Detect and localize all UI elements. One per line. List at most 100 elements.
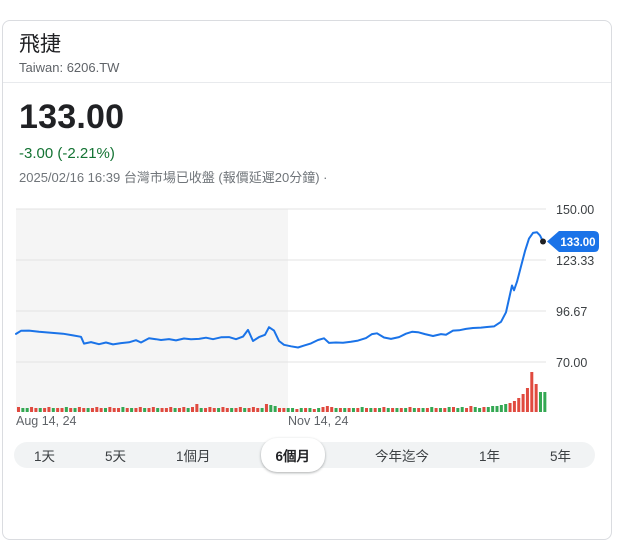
tab-5y[interactable]: 5年: [549, 449, 571, 464]
volume-bar: [30, 407, 34, 412]
current-price: 133.00: [19, 98, 125, 136]
volume-bar: [525, 388, 529, 412]
volume-bar: [378, 408, 382, 412]
volume-bar: [217, 408, 221, 412]
tab-ytd[interactable]: 今年迄今: [375, 449, 429, 464]
volume-bar: [360, 407, 364, 412]
volume-bar: [104, 408, 107, 412]
volume-bar: [225, 408, 229, 412]
price-line: [15, 231, 544, 349]
volume-bar: [77, 407, 81, 412]
volume-bar: [182, 407, 186, 412]
volume-bar: [365, 408, 368, 412]
volume-bar: [134, 408, 138, 412]
volume-bar: [273, 406, 277, 412]
volume-bar: [434, 408, 438, 412]
volume-bar: [73, 408, 77, 412]
volume-bar: [156, 408, 160, 412]
volume-bar: [86, 408, 90, 412]
volume-bar: [64, 407, 68, 412]
time-range-tabbar: 1天 5天 1個月 6個月 今年迄今 1年 5年: [14, 438, 595, 472]
volume-bar: [369, 408, 373, 412]
volume-bar: [47, 407, 51, 412]
volume-bar: [456, 408, 460, 412]
volume-bar: [395, 408, 399, 412]
volume-bar: [121, 407, 125, 412]
volume-bar: [108, 407, 112, 412]
volume-bar: [212, 408, 216, 412]
volume-bar: [478, 408, 482, 412]
x-axis-label: Nov 14, 24: [288, 414, 349, 428]
volume-bar: [512, 401, 516, 412]
volume-bar: [482, 407, 486, 412]
volume-bar: [443, 408, 447, 412]
volume-bar: [499, 405, 503, 412]
volume-bar: [256, 408, 260, 412]
volume-bar: [465, 408, 469, 412]
volume-bar: [234, 408, 238, 412]
volume-bar: [330, 407, 334, 412]
current-price-badge: [547, 231, 599, 253]
volume-bar: [117, 408, 121, 412]
volume-bar: [304, 408, 308, 412]
price-change: -3.00 (-2.21%): [19, 145, 115, 162]
volume-bar: [147, 408, 151, 412]
volume-bar: [191, 407, 194, 412]
volume-bar: [399, 408, 403, 412]
volume-bar: [417, 408, 421, 412]
volume-bar: [51, 408, 55, 412]
shaded-quarter-band: [16, 209, 288, 411]
volume-bar: [230, 408, 234, 412]
volume-bar: [321, 407, 325, 412]
volume-bar: [69, 408, 73, 412]
volume-bar: [238, 407, 242, 412]
volume-bar: [473, 407, 477, 412]
volume-bar: [278, 408, 281, 412]
y-axis-label: 96.67: [556, 305, 587, 319]
tab-1d[interactable]: 1天: [34, 449, 56, 464]
volume-bar: [347, 408, 351, 412]
tab-1m[interactable]: 1個月: [176, 449, 211, 464]
tab-1y[interactable]: 1年: [478, 449, 500, 464]
volume-bar: [325, 406, 329, 412]
volume-bar: [173, 408, 177, 412]
volume-bar: [17, 407, 20, 412]
volume-bar: [295, 409, 299, 412]
exchange-ticker: Taiwan: 6206.TW: [19, 60, 120, 75]
price-chart[interactable]: 150.00 123.33 96.67 70.00 133.00 Aug 14, 24 No…: [3, 201, 613, 436]
header-divider: [3, 82, 611, 83]
volume-bar: [247, 408, 251, 412]
volume-bar: [221, 407, 225, 412]
volume-bar: [338, 408, 342, 412]
y-axis-label: 70.00: [556, 356, 587, 370]
volume-bar: [204, 408, 208, 412]
volume-bar: [90, 408, 94, 412]
volume-bar: [282, 408, 286, 412]
stock-card: 飛捷 Taiwan: 6206.TW 133.00 -3.00 (-2.21%)…: [2, 20, 612, 540]
volume-bar: [460, 407, 464, 412]
y-axis-label: 150.00: [556, 203, 594, 217]
volume-bar: [334, 408, 338, 412]
volume-bar: [425, 408, 429, 412]
volume-bar: [177, 408, 181, 412]
volume-bar: [195, 404, 199, 412]
volume-bar: [430, 407, 434, 412]
chart-area: 150.00 123.33 96.67 70.00 133.00 Aug 14, 24 No…: [3, 201, 613, 436]
volume-bar: [386, 408, 390, 412]
volume-bar: [486, 407, 490, 412]
tab-6m[interactable]: 6個月: [260, 438, 326, 472]
volume-bar: [164, 408, 168, 412]
volume-bar: [521, 394, 525, 412]
volume-bar: [112, 408, 116, 412]
volume-bar: [539, 392, 542, 412]
volume-bar: [208, 407, 212, 412]
volume-bar: [382, 407, 386, 412]
volume-bar: [25, 408, 29, 412]
volume-bar: [99, 408, 103, 412]
volume-bar: [447, 407, 451, 412]
volume-bar: [169, 407, 173, 412]
stock-name: 飛捷: [19, 33, 61, 56]
tab-5d[interactable]: 5天: [105, 449, 127, 464]
x-axis-label: Aug 14, 24: [16, 414, 77, 428]
volume-bar: [438, 408, 442, 412]
